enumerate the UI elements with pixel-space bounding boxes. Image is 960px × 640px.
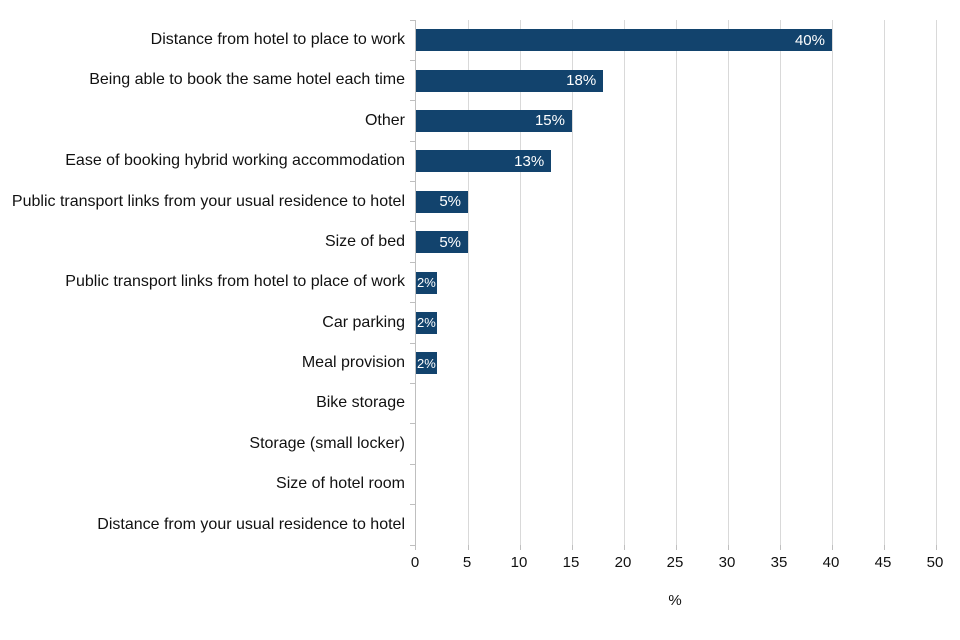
y-axis-tick <box>410 19 415 21</box>
category-labels-column: Distance from hotel to place to work Bein… <box>0 20 405 545</box>
x-axis-title: % <box>668 592 682 609</box>
y-axis-tick <box>410 261 415 263</box>
y-axis-tick <box>410 544 415 546</box>
bar-value-label: 18% <box>566 72 597 90</box>
category-label: Meal provision <box>301 354 405 372</box>
bar: 2% <box>416 352 437 375</box>
category-label: Bike storage <box>316 394 405 412</box>
bar: 5% <box>416 231 468 254</box>
gridline <box>571 20 573 545</box>
y-axis-tick <box>410 59 415 61</box>
bar: 13% <box>416 150 552 173</box>
x-axis-tick <box>467 545 469 550</box>
y-axis-tick <box>410 382 415 384</box>
gridline <box>779 20 781 545</box>
category-label: Size of hotel room <box>276 475 405 493</box>
bar: 18% <box>416 69 604 92</box>
y-axis-tick <box>410 342 415 344</box>
x-axis-tick <box>519 545 521 550</box>
bar-value-label: 13% <box>514 152 545 170</box>
x-axis-tick <box>623 545 625 550</box>
y-axis-tick <box>410 140 415 142</box>
bar-value-label: 40% <box>794 31 825 49</box>
bar: 2% <box>416 271 437 294</box>
y-axis-tick <box>410 504 415 506</box>
y-axis-tick <box>410 181 415 183</box>
x-axis-tick <box>935 545 937 550</box>
category-label: Storage (small locker) <box>249 434 405 452</box>
bar: 15% <box>416 109 572 132</box>
bar-value-label: 15% <box>534 112 565 130</box>
x-axis-tick <box>883 545 885 550</box>
gridline <box>727 20 729 545</box>
category-label: Public transport links from hotel to pla… <box>65 273 405 291</box>
x-axis-tick-label: 35 <box>770 554 788 571</box>
y-axis-tick <box>410 463 415 465</box>
gridline <box>623 20 625 545</box>
x-axis-tick-label: 10 <box>510 554 528 571</box>
y-axis-tick <box>410 423 415 425</box>
gridline <box>883 20 885 545</box>
bar-value-label: 5% <box>439 233 461 251</box>
gridline <box>831 20 833 545</box>
plot-area: 40% 18% 15% 13% 5% 5% 2% 2% 2% <box>410 19 937 550</box>
y-axis-tick <box>410 302 415 304</box>
x-axis-tick <box>675 545 677 550</box>
x-axis-tick-labels: 0 5 10 15 20 25 30 35 40 45 50 <box>411 554 944 574</box>
category-label: Other <box>364 111 405 129</box>
x-axis-tick-label: 15 <box>562 554 580 571</box>
gridline <box>519 20 521 545</box>
bar-value-label: 2% <box>417 315 436 331</box>
category-label: Distance from your usual residence to ho… <box>97 515 405 533</box>
x-axis-tick-label: 25 <box>666 554 684 571</box>
category-label: Public transport links from your usual r… <box>11 192 405 210</box>
x-axis-tick <box>779 545 781 550</box>
x-axis-tick-label: 20 <box>614 554 632 571</box>
bar: 40% <box>416 29 832 52</box>
x-axis-tick-label: 40 <box>822 554 840 571</box>
x-axis-tick <box>727 545 729 550</box>
bar-value-label: 2% <box>417 275 436 290</box>
x-axis-tick-label: 50 <box>926 554 944 571</box>
x-axis-tick-label: 45 <box>874 554 892 571</box>
category-label: Size of bed <box>324 232 405 250</box>
gridline <box>935 20 937 545</box>
gridline <box>675 20 677 545</box>
bar-value-label: 5% <box>439 193 461 211</box>
y-axis-tick <box>410 100 415 102</box>
category-label: Car parking <box>322 313 405 331</box>
x-axis-tick-label: 5 <box>462 554 472 571</box>
y-axis-tick <box>410 221 415 223</box>
x-axis-tick <box>571 545 573 550</box>
bar: 5% <box>416 190 468 213</box>
category-label: Ease of booking hybrid working accommoda… <box>65 152 405 170</box>
x-axis-tick-label: 30 <box>718 554 736 571</box>
gridline <box>467 20 469 545</box>
x-axis-tick-label: 0 <box>410 554 420 571</box>
category-label: Distance from hotel to place to work <box>150 30 405 48</box>
category-label: Being able to book the same hotel each t… <box>89 71 405 89</box>
bar-value-label: 2% <box>417 355 436 371</box>
x-axis-tick <box>415 545 416 550</box>
x-axis-tick <box>831 545 833 550</box>
bar: 2% <box>416 311 437 334</box>
